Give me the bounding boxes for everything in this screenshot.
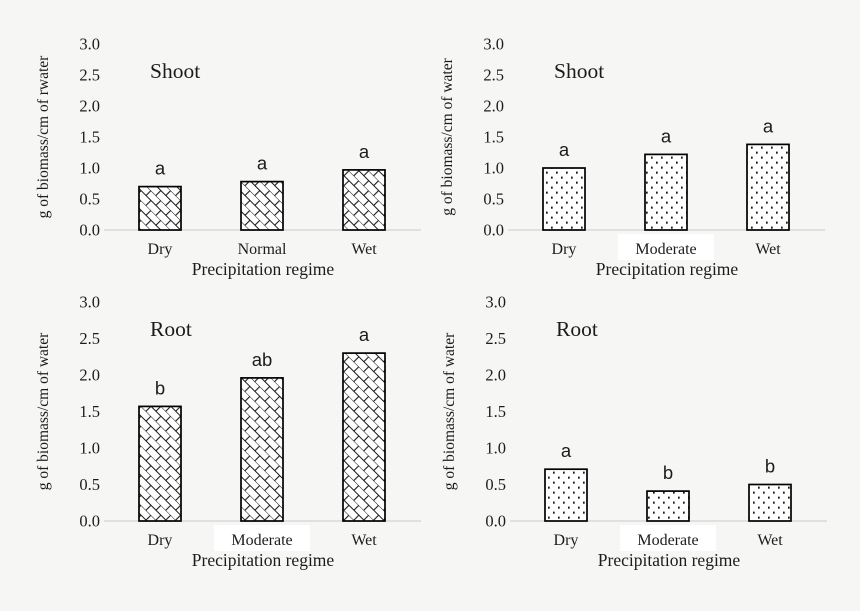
category-label: Dry — [554, 532, 579, 549]
chart-title: Shoot — [150, 59, 200, 83]
category-label: Dry — [552, 241, 577, 258]
x-axis-title: Precipitation regime — [192, 259, 335, 279]
y-tick-label: 1.5 — [483, 128, 504, 147]
x-axis-title: Precipitation regime — [596, 259, 739, 279]
chart-shoot-hatched: 0.0 0.5 1.0 1.5 2.0 2.5 3.0 g of biomass/cm of … — [0, 0, 430, 285]
y-tick-label: 0.0 — [485, 512, 506, 531]
bar-dry — [138, 405, 182, 522]
y-tick-label: 0.5 — [79, 475, 100, 494]
y-tick-label: 0.5 — [483, 190, 504, 209]
y-tick-label: 2.5 — [79, 329, 100, 348]
chart-title: Root — [150, 317, 192, 341]
category-label: Dry — [148, 532, 173, 549]
y-tick-label: 1.0 — [485, 439, 506, 458]
x-axis-title: Precipitation regime — [598, 550, 741, 570]
significance-letter: a — [561, 440, 572, 461]
chart-svg-shoot-hatched: 0.0 0.5 1.0 1.5 2.0 2.5 3.0 g of biomass/cm of … — [35, 35, 421, 279]
y-tick-label: 0.0 — [79, 512, 100, 531]
y-tick-label: 2.0 — [79, 366, 100, 385]
category-label: Moderate — [231, 532, 292, 549]
category-highlight-box — [214, 525, 310, 551]
significance-letter: a — [559, 139, 570, 160]
chart-title: Root — [556, 317, 598, 341]
y-tick-label: 3.0 — [485, 293, 506, 312]
category-label: Dry — [148, 241, 173, 258]
category-label: Wet — [351, 532, 377, 549]
significance-letter: ab — [252, 349, 273, 370]
y-tick-label: 0.0 — [79, 221, 100, 240]
significance-letter: b — [663, 462, 673, 483]
y-tick-label: 1.0 — [483, 159, 504, 178]
significance-letter: a — [257, 153, 268, 174]
y-tick-label: 1.5 — [79, 402, 100, 421]
y-tick-label: 1.0 — [79, 439, 100, 458]
bar-dry — [542, 167, 586, 231]
y-tick-label: 3.0 — [79, 35, 100, 54]
bar-moderate — [646, 490, 690, 522]
chart-shoot-dotted: 0.0 0.5 1.0 1.5 2.0 2.5 3.0 g of biomass/cm of … — [430, 0, 860, 285]
y-tick-label: 2.0 — [483, 97, 504, 116]
bar-moderate — [644, 153, 688, 231]
y-tick-label: 3.0 — [79, 293, 100, 312]
category-label: Wet — [351, 241, 377, 258]
significance-letter: a — [359, 141, 370, 162]
significance-letter: b — [155, 377, 165, 398]
category-label: Moderate — [635, 241, 696, 258]
y-tick-label: 2.5 — [485, 329, 506, 348]
y-tick-label: 0.5 — [79, 190, 100, 209]
y-axis-title: g of biomass/cm of water — [441, 332, 458, 490]
category-highlight-box — [620, 525, 716, 551]
chart-svg-shoot-dotted: 0.0 0.5 1.0 1.5 2.0 2.5 3.0 g of biomass/cm of … — [439, 35, 825, 279]
y-tick-label: 1.0 — [79, 159, 100, 178]
bar-dry — [544, 468, 588, 522]
bar-moderate — [240, 377, 284, 522]
bar-wet — [748, 483, 792, 522]
category-highlight-box — [618, 234, 714, 260]
y-tick-label: 0.0 — [483, 221, 504, 240]
significance-letter: a — [763, 115, 774, 136]
bar-wet — [342, 352, 386, 522]
chart-title: Shoot — [554, 59, 604, 83]
chart-svg-root-dotted: 0.0 0.5 1.0 1.5 2.0 2.5 3.0 g of biomass/cm of … — [441, 293, 827, 570]
y-tick-label: 0.5 — [485, 475, 506, 494]
y-axis-title: g of biomass/cm of water — [439, 57, 456, 215]
bar-dry — [138, 185, 182, 231]
bar-wet — [342, 169, 386, 231]
category-label: Moderate — [637, 532, 698, 549]
y-tick-label: 1.5 — [485, 402, 506, 421]
y-tick-label: 2.0 — [79, 97, 100, 116]
significance-letter: a — [155, 158, 166, 179]
y-tick-label: 3.0 — [483, 35, 504, 54]
chart-root-hatched: 0.0 0.5 1.0 1.5 2.0 2.5 3.0 g of biomass/cm of … — [0, 285, 430, 611]
y-axis-title: g of biomass/cm of rwater — [35, 55, 52, 219]
bar-normal — [240, 180, 284, 231]
chart-root-dotted: 0.0 0.5 1.0 1.5 2.0 2.5 3.0 g of biomass/cm of … — [430, 285, 860, 611]
category-label: Wet — [755, 241, 781, 258]
y-tick-label: 2.5 — [79, 66, 100, 85]
significance-letter: b — [765, 456, 775, 477]
category-label: Normal — [238, 241, 287, 258]
significance-letter: a — [661, 125, 672, 146]
bar-wet — [746, 143, 790, 231]
significance-letter: a — [359, 324, 370, 345]
chart-svg-root-hatched: 0.0 0.5 1.0 1.5 2.0 2.5 3.0 g of biomass/cm of … — [35, 293, 421, 570]
y-tick-label: 1.5 — [79, 128, 100, 147]
x-axis-title: Precipitation regime — [192, 550, 335, 570]
y-axis-title: g of biomass/cm of water — [35, 332, 52, 490]
category-label: Wet — [757, 532, 783, 549]
y-tick-label: 2.5 — [483, 66, 504, 85]
y-tick-label: 2.0 — [485, 366, 506, 385]
